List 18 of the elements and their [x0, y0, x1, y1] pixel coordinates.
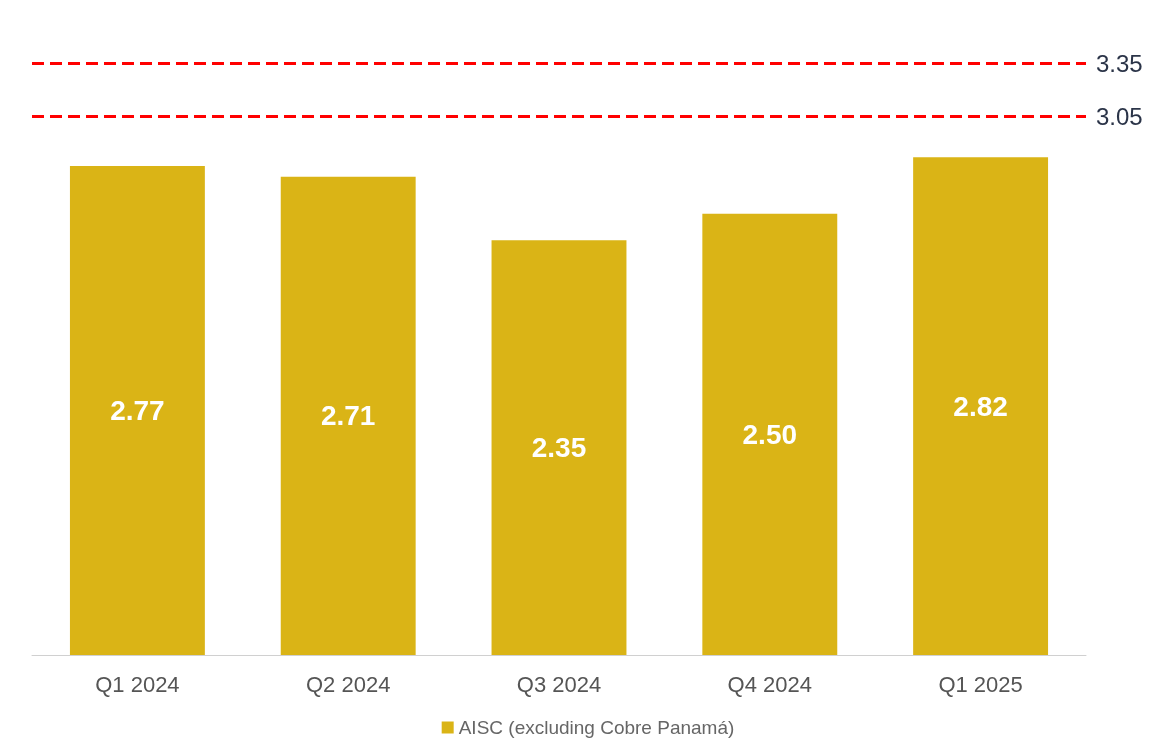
data-label: 2.77 — [110, 395, 165, 427]
bar — [913, 157, 1049, 655]
bar — [491, 240, 627, 655]
data-label: 2.71 — [320, 400, 376, 432]
ref-line-label: 3.35 — [1096, 50, 1143, 78]
x-tick-label: Q2 2024 — [306, 671, 391, 697]
x-tick-label: Q1 2025 — [938, 671, 1023, 697]
ref-line-label: 3.05 — [1096, 103, 1143, 131]
data-label: 2.35 — [531, 432, 587, 464]
legend-label: AISC (excluding Cobre Panamá) — [458, 717, 735, 738]
data-label: 2.50 — [742, 418, 798, 450]
x-tick-label: Q1 2024 — [95, 671, 180, 697]
x-tick-label: Q3 2024 — [516, 671, 602, 697]
x-tick-label: Q4 2024 — [727, 671, 812, 697]
bar — [280, 176, 416, 655]
bar — [702, 213, 838, 655]
data-label: 2.82 — [953, 390, 1008, 422]
bar — [69, 166, 205, 655]
